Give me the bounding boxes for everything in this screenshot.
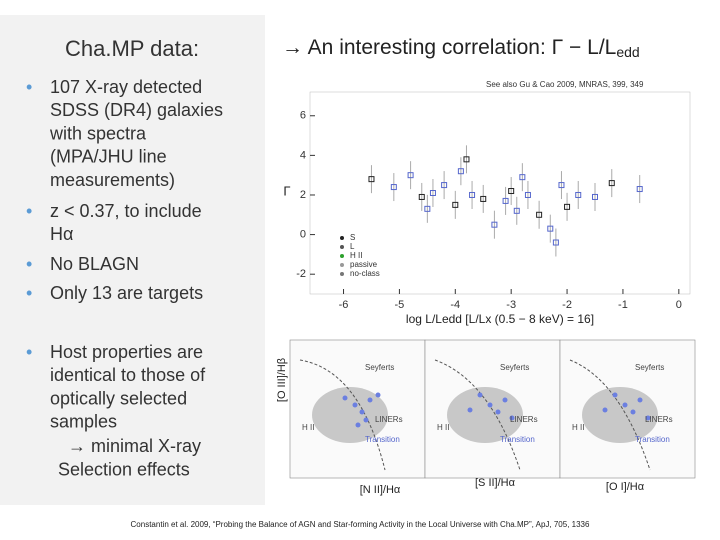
bullet-text: (MPA/JHU line: [50, 147, 167, 167]
point: [480, 195, 487, 202]
point: [558, 182, 565, 189]
x-tick-label: -6: [339, 299, 349, 311]
x-tick-label: -3: [506, 299, 516, 311]
bullet-text: with spectra: [49, 123, 147, 143]
point: [552, 239, 559, 246]
point: [508, 188, 515, 195]
note: See also Gu & Cao 2009, MNRAS, 399, 349: [486, 80, 644, 89]
y-tick-label: 4: [300, 149, 306, 161]
x-tick-label: 0: [676, 299, 682, 311]
point: [424, 205, 431, 212]
fig2-region-label: Seyferts: [635, 363, 664, 372]
y-tick-label: 2: [300, 189, 306, 201]
fig2-region-label: Seyferts: [500, 363, 529, 372]
point: [418, 193, 425, 200]
fig2-region-label: H II: [437, 423, 449, 432]
legend-label: S: [350, 233, 355, 242]
fig2-region-label: Seyferts: [365, 363, 394, 372]
left-title: Cha.MP data:: [65, 36, 199, 61]
footer: Constantin et al. 2009, “Probing the Bal…: [131, 520, 590, 529]
point: [469, 191, 476, 198]
fig2-region-label: H II: [572, 423, 584, 432]
bullet-text: z < 0.37, to include: [50, 201, 202, 221]
bullet-text: 107 X-ray detected: [50, 77, 202, 97]
sub-bullet: Selection effects: [58, 459, 190, 479]
point: [457, 168, 464, 175]
bullet-dot: •: [26, 283, 32, 303]
point: [547, 225, 554, 232]
point: [368, 176, 375, 183]
fig2-region-label: Transition: [500, 435, 535, 444]
point: [519, 174, 526, 181]
right-title: → An interesting correlation: Γ − L/Ledd: [282, 36, 640, 60]
fig2-x-label: [N II]/Hα: [360, 484, 401, 496]
point: [564, 203, 571, 210]
fig2-region-label: LINERs: [375, 415, 403, 424]
fig2-region-label: H II: [302, 423, 314, 432]
point: [536, 211, 543, 218]
legend-marker: [340, 263, 344, 267]
fig2-y-label: [O III]/Hβ: [276, 358, 288, 402]
point: [502, 197, 509, 204]
y-axis-label: Γ: [283, 183, 290, 198]
right-title-main: → An interesting correlation: Γ − L/L: [282, 36, 616, 59]
fig2-region-label: LINERs: [645, 415, 673, 424]
point: [407, 172, 414, 179]
point: [592, 193, 598, 200]
point: [452, 201, 459, 208]
left-panel: [0, 15, 265, 505]
legend-label: H II: [350, 251, 362, 260]
bullet-text: identical to those of: [50, 365, 206, 385]
fig2-x-label: [O I]/Hα: [606, 481, 645, 493]
legend-marker: [340, 236, 344, 240]
bullet-text: SDSS (DR4) galaxies: [50, 100, 223, 120]
plot2-panels: [289, 339, 696, 479]
y-tick-label: -2: [296, 268, 306, 280]
y-tick-label: 6: [300, 110, 306, 122]
y-tick-label: 0: [300, 228, 306, 240]
fig2-region-label: Transition: [635, 435, 670, 444]
legend-label: passive: [350, 260, 378, 269]
point: [491, 221, 498, 228]
point: [390, 184, 397, 191]
bullet-dot: •: [26, 254, 32, 274]
fig2-region-label: LINERs: [510, 415, 538, 424]
legend-label: no-class: [350, 269, 380, 278]
right-title-sub: edd: [616, 44, 639, 60]
bullet-dot: •: [26, 77, 32, 97]
legend-label: L: [350, 242, 355, 251]
point: [513, 207, 520, 214]
bullet-dot: •: [26, 342, 32, 362]
legend-marker: [340, 272, 344, 276]
point: [636, 186, 643, 193]
point: [608, 180, 615, 187]
bullet-dot: •: [26, 201, 32, 221]
legend-marker: [340, 245, 344, 249]
x-tick-label: -2: [562, 299, 572, 311]
bullet-text: samples: [50, 412, 117, 432]
bullet-text: optically selected: [50, 388, 187, 408]
bullet-text: Host properties are: [50, 342, 203, 362]
x-tick-label: -4: [450, 299, 460, 311]
bullet-text: measurements): [50, 170, 175, 190]
fig2-x-label: [S II]/Hα: [475, 477, 516, 489]
fig2-region-label: Transition: [365, 435, 400, 444]
sub-bullet: → minimal X-ray: [68, 436, 201, 456]
x-tick-label: -1: [618, 299, 628, 311]
point: [441, 182, 448, 189]
plot1-frame: [309, 91, 691, 295]
x-axis-label: log L/Ledd [L/Lx (0.5 − 8 keV) = 16]: [406, 312, 594, 326]
point: [463, 156, 470, 163]
point: [575, 191, 582, 198]
x-tick-label: -5: [395, 299, 405, 311]
point: [524, 191, 531, 198]
bullet-text: Only 13 are targets: [50, 283, 203, 303]
bullet-text: No BLAGN: [50, 254, 139, 274]
legend-marker: [340, 254, 344, 258]
bullet-text: Hα: [50, 224, 73, 244]
point: [429, 190, 436, 196]
